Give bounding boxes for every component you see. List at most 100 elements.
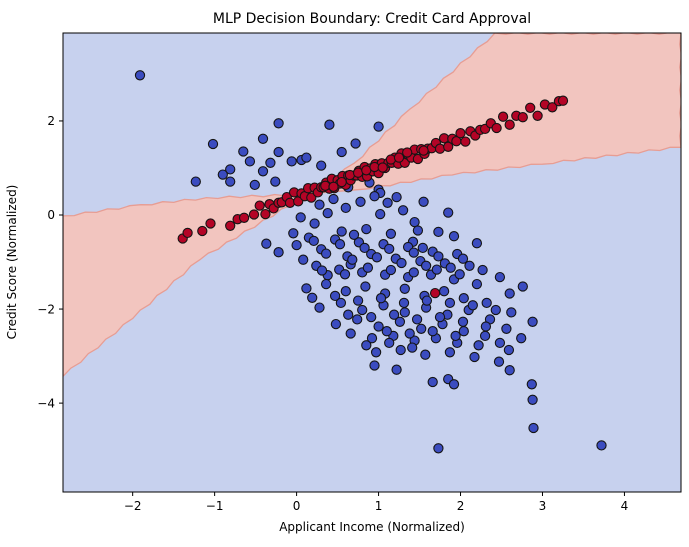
data-point-class_blue bbox=[397, 205, 409, 216]
data-point-class_blue bbox=[454, 269, 465, 280]
data-point-class_blue bbox=[295, 212, 306, 223]
data-point-class_blue bbox=[391, 191, 402, 203]
data-point-class_blue bbox=[316, 265, 328, 276]
x-axis-label: Applicant Income (Normalized) bbox=[279, 520, 465, 534]
data-point-class_blue bbox=[366, 311, 377, 323]
data-point-class_blue bbox=[427, 326, 438, 337]
data-point-class_blue bbox=[458, 293, 469, 304]
data-point-class_red bbox=[429, 287, 441, 299]
data-point-class_blue bbox=[375, 208, 386, 220]
data-point-class_red bbox=[197, 225, 208, 237]
data-point-class_blue bbox=[443, 207, 454, 218]
data-point-class_blue bbox=[381, 326, 392, 337]
data-point-class_blue bbox=[506, 307, 517, 318]
data-point-class_blue bbox=[471, 238, 483, 249]
y-tick-label: 0 bbox=[47, 208, 55, 222]
data-point-class_red bbox=[238, 212, 250, 223]
data-point-class_blue bbox=[527, 316, 538, 327]
data-point-class_blue bbox=[411, 314, 423, 325]
data-point-class_red bbox=[402, 147, 413, 158]
data-point-class_blue bbox=[347, 254, 358, 265]
data-point-class_blue bbox=[433, 443, 444, 454]
data-point-class_blue bbox=[257, 133, 269, 144]
data-point-class_blue bbox=[225, 164, 236, 175]
data-point-class_blue bbox=[357, 304, 368, 316]
data-point-class_blue bbox=[388, 309, 400, 320]
data-point-class_blue bbox=[431, 264, 442, 275]
x-tick-label: −2 bbox=[124, 499, 142, 513]
data-point-class_blue bbox=[340, 202, 351, 214]
data-point-class_blue bbox=[362, 262, 374, 273]
data-point-class_blue bbox=[427, 376, 438, 388]
data-point-class_blue bbox=[324, 119, 335, 130]
data-point-class_blue bbox=[301, 152, 312, 163]
x-tick-label: 1 bbox=[375, 499, 383, 513]
data-point-class_blue bbox=[494, 337, 506, 349]
data-point-class_blue bbox=[244, 156, 256, 167]
data-point-class_blue bbox=[225, 176, 236, 187]
data-point-class_blue bbox=[257, 166, 269, 177]
data-point-class_blue bbox=[417, 242, 428, 254]
data-point-class_blue bbox=[330, 318, 342, 330]
data-point-class_blue bbox=[298, 254, 309, 265]
data-point-class_blue bbox=[477, 264, 488, 276]
data-point-class_blue bbox=[448, 231, 460, 242]
data-point-class_blue bbox=[350, 138, 361, 149]
data-point-class_blue bbox=[433, 226, 444, 238]
data-point-class_blue bbox=[448, 379, 460, 390]
data-point-class_red bbox=[418, 145, 429, 156]
data-point-class_blue bbox=[134, 70, 146, 81]
data-point-class_red bbox=[225, 220, 236, 231]
x-tick-label: 3 bbox=[539, 499, 547, 513]
axis-ticks: −2 −1 0 1 2 3 4 −4 −2 0 2 bbox=[37, 114, 628, 513]
data-point-class_red bbox=[254, 200, 265, 211]
data-point-class_blue bbox=[399, 283, 410, 294]
data-point-class_blue bbox=[335, 297, 347, 309]
data-point-class_blue bbox=[273, 118, 284, 129]
data-point-class_blue bbox=[471, 278, 483, 290]
data-point-class_blue bbox=[481, 297, 492, 309]
data-point-class_blue bbox=[408, 267, 419, 278]
data-point-class_blue bbox=[348, 229, 360, 240]
data-point-class_blue bbox=[501, 323, 512, 334]
data-point-class_red bbox=[377, 162, 388, 173]
data-point-class_blue bbox=[309, 218, 320, 229]
data-point-class_blue bbox=[375, 293, 387, 304]
data-point-class_blue bbox=[421, 295, 433, 306]
data-point-class_blue bbox=[394, 316, 406, 327]
decision-region-red-left bbox=[63, 193, 310, 378]
data-point-class_blue bbox=[355, 196, 366, 207]
data-point-class_blue bbox=[334, 239, 346, 250]
data-point-class_blue bbox=[314, 302, 325, 313]
data-point-class_blue bbox=[473, 340, 484, 351]
data-point-class_red bbox=[497, 111, 509, 122]
data-point-class_blue bbox=[340, 286, 351, 297]
data-point-class_blue bbox=[420, 349, 431, 360]
data-point-class_blue bbox=[457, 316, 469, 327]
data-point-class_red bbox=[547, 102, 558, 113]
data-point-class_blue bbox=[408, 247, 419, 258]
data-point-class_blue bbox=[190, 176, 201, 187]
data-point-class_blue bbox=[458, 326, 469, 337]
data-point-class_red bbox=[455, 128, 466, 139]
data-point-class_blue bbox=[361, 223, 372, 235]
data-point-class_blue bbox=[360, 281, 371, 292]
data-point-class_blue bbox=[438, 286, 450, 297]
data-point-class_blue bbox=[217, 169, 228, 180]
data-point-class_blue bbox=[352, 295, 364, 306]
data-point-class_blue bbox=[249, 179, 260, 191]
data-point-class_red bbox=[434, 143, 446, 154]
data-point-class_blue bbox=[336, 146, 347, 158]
data-point-class_blue bbox=[469, 351, 480, 363]
data-point-class_red bbox=[328, 181, 339, 192]
data-point-class_blue bbox=[286, 156, 297, 167]
data-point-class_blue bbox=[370, 347, 382, 358]
data-point-class_blue bbox=[373, 121, 384, 132]
data-point-class_blue bbox=[517, 281, 528, 292]
data-point-class_blue bbox=[307, 292, 318, 303]
data-point-class_red bbox=[504, 119, 515, 130]
data-point-class_blue bbox=[320, 248, 332, 259]
data-point-class_blue bbox=[328, 193, 339, 205]
data-point-class_blue bbox=[433, 251, 444, 262]
